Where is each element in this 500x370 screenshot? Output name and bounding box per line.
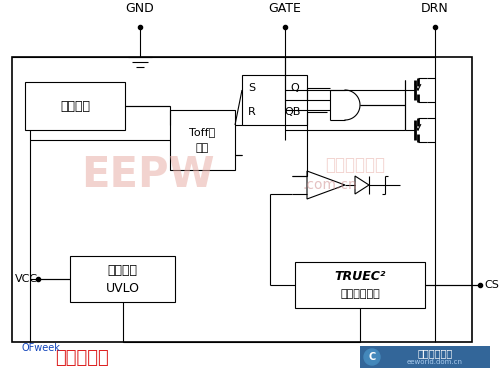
- Text: 闭环恒流控制: 闭环恒流控制: [340, 289, 380, 299]
- Bar: [360, 346, 490, 368]
- Text: CS: CS: [484, 280, 499, 290]
- Text: R: R: [248, 107, 256, 117]
- Text: QB: QB: [285, 107, 301, 117]
- Text: GND: GND: [126, 2, 154, 15]
- Text: 制器: 制器: [196, 143, 209, 153]
- Text: 芝片供电: 芝片供电: [108, 263, 138, 276]
- Text: .com.cn: .com.cn: [302, 178, 358, 192]
- Text: GATE: GATE: [268, 2, 302, 15]
- Text: eeworld.dom.cn: eeworld.dom.cn: [407, 359, 463, 365]
- Text: DRN: DRN: [421, 2, 449, 15]
- Text: 电子产品世界: 电子产品世界: [325, 156, 385, 174]
- Text: 电子工程世界: 电子工程世界: [418, 348, 452, 358]
- Bar: [295, 262, 425, 308]
- Text: 保护部分: 保护部分: [60, 100, 90, 112]
- Bar: [70, 256, 175, 302]
- Circle shape: [364, 349, 380, 365]
- Text: EEPW: EEPW: [81, 154, 215, 196]
- Bar: [242, 75, 307, 125]
- Text: Toff控: Toff控: [190, 127, 216, 137]
- Text: VCC: VCC: [15, 274, 38, 284]
- Bar: [170, 110, 235, 170]
- Text: 电子工程网: 电子工程网: [55, 349, 109, 367]
- Bar: [25, 82, 125, 130]
- Text: UVLO: UVLO: [106, 282, 140, 295]
- Text: OFweek: OFweek: [22, 343, 61, 353]
- Text: C: C: [368, 352, 376, 362]
- Bar: [12, 57, 472, 342]
- Text: TRUEC²: TRUEC²: [334, 269, 386, 283]
- Text: Q: Q: [290, 83, 300, 93]
- Text: S: S: [248, 83, 256, 93]
